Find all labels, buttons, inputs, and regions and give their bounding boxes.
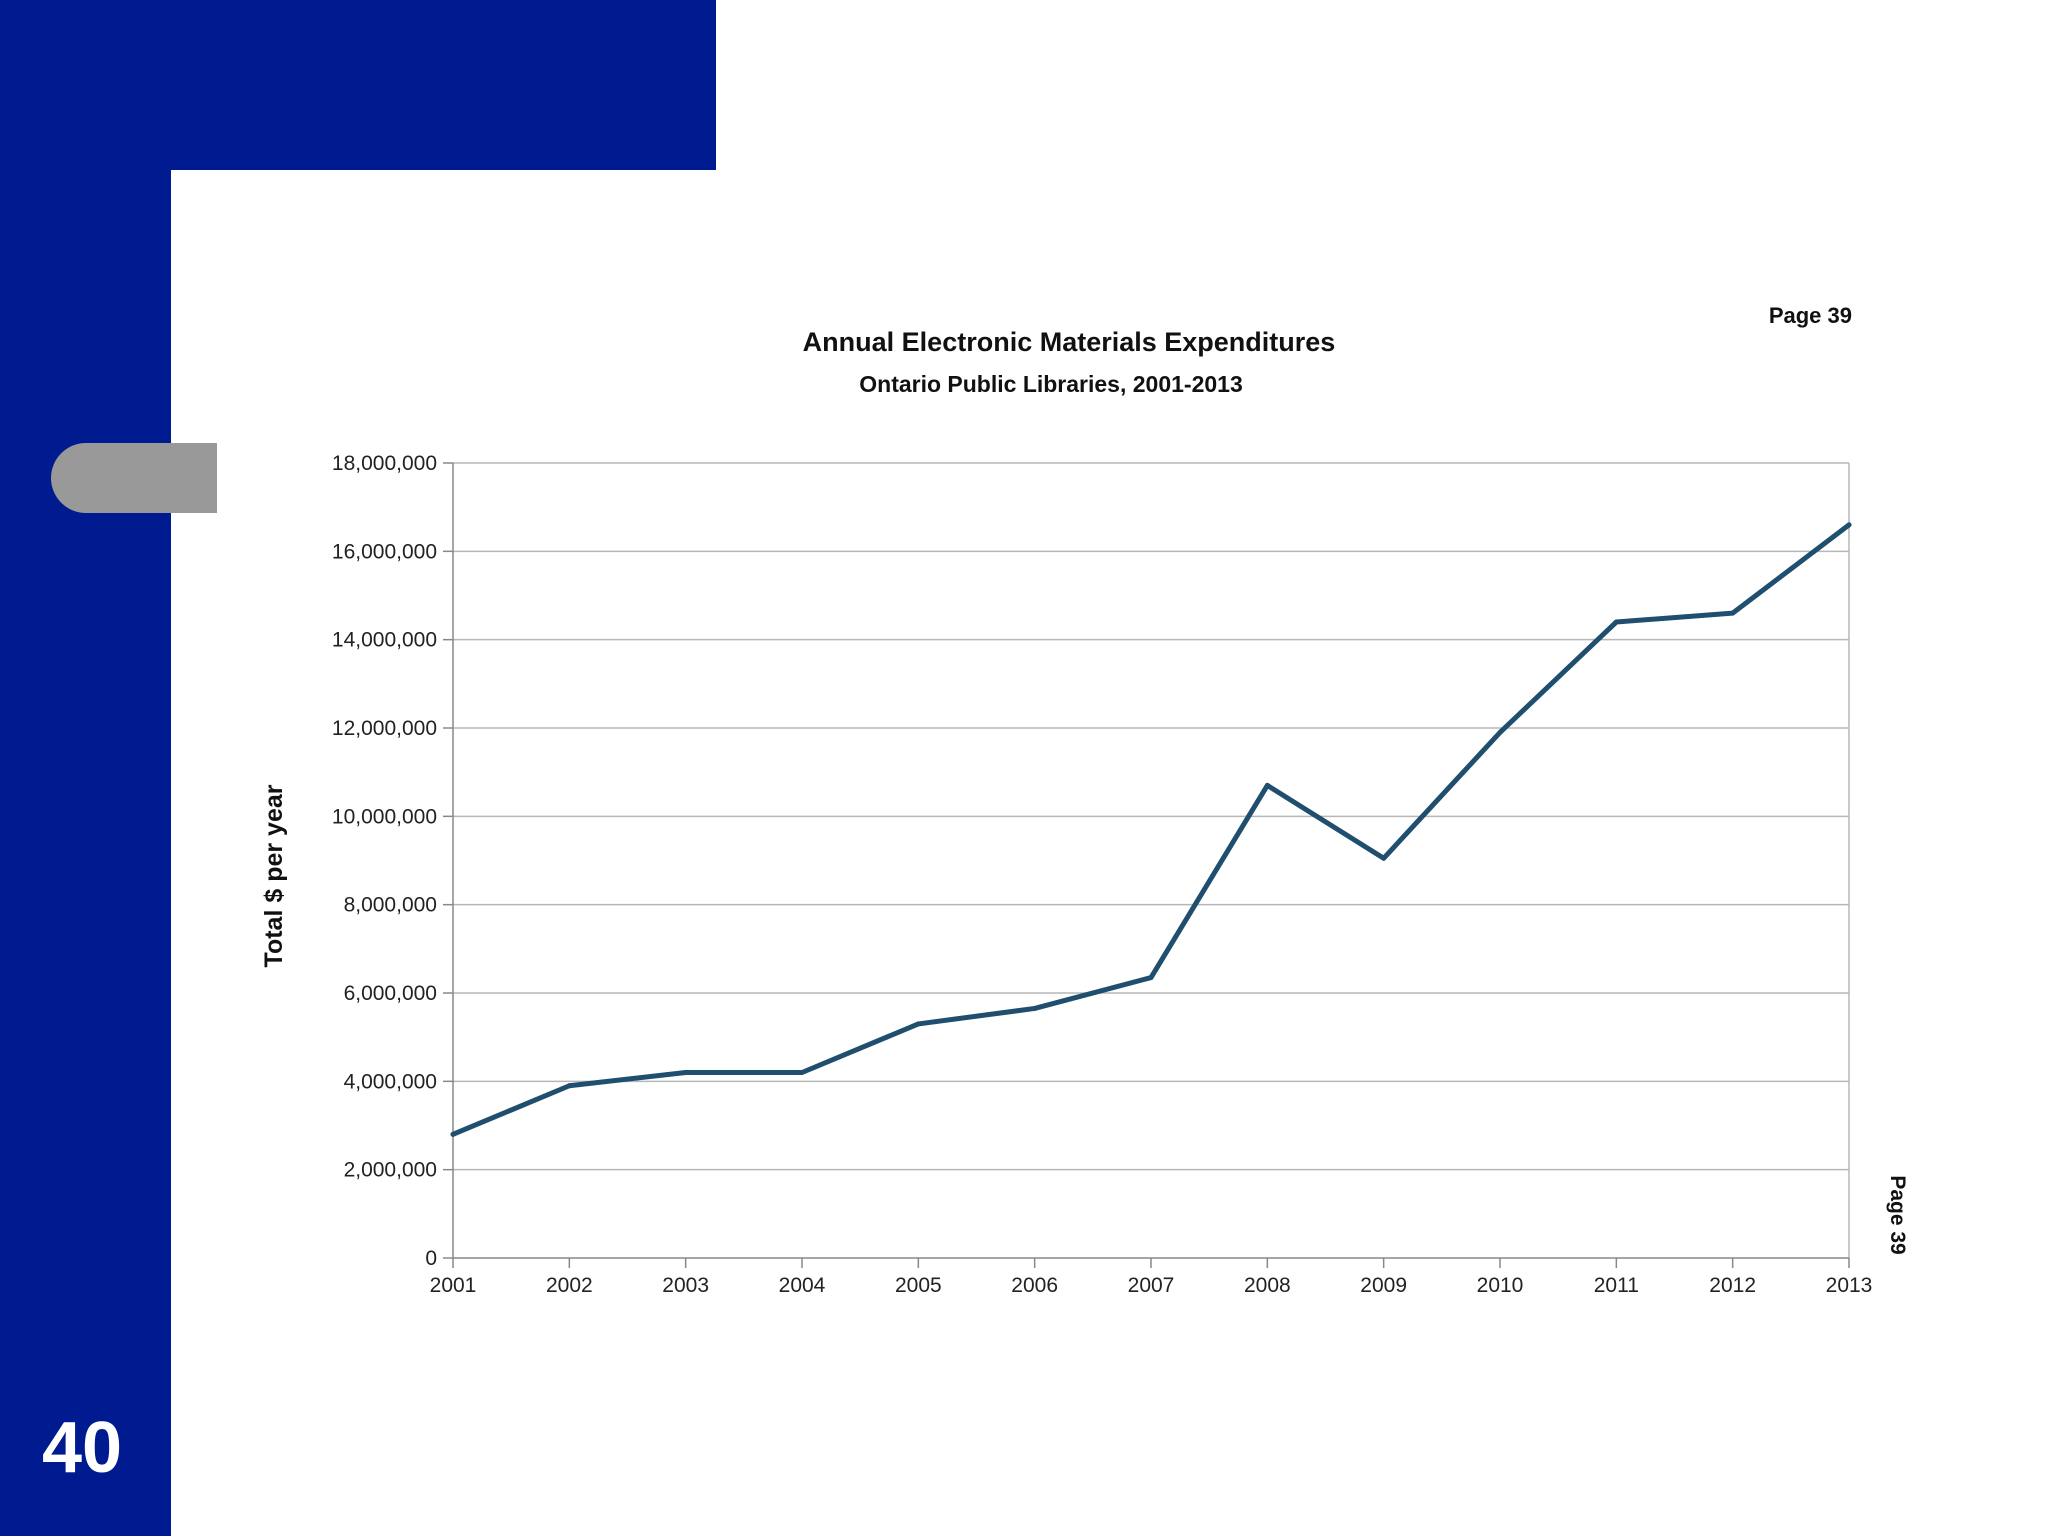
data-point (799, 1070, 805, 1075)
x-tick-label: 2003 (662, 1274, 709, 1297)
series-line (450, 522, 1852, 1137)
data-point (1497, 729, 1503, 735)
data-point (683, 1070, 689, 1075)
y-tick-label: 0 (425, 1247, 437, 1270)
chart-title: Annual Electronic Materials Expenditures (803, 327, 1336, 357)
content-panel (171, 170, 2048, 1536)
sidebar-band (0, 0, 171, 1536)
x-tick-label: 2004 (779, 1274, 826, 1297)
y-tick-label: 16,000,000 (332, 540, 437, 563)
y-tick-label: 2,000,000 (344, 1159, 437, 1182)
page-label-top: Page 39 (1769, 303, 1852, 328)
y-tick-label: 6,000,000 (344, 982, 437, 1005)
x-tick-label: 2002 (546, 1274, 593, 1297)
x-tick-label: 2006 (1011, 1274, 1058, 1297)
y-tick-label: 10,000,000 (332, 805, 437, 828)
grid-lines (453, 462, 1850, 1258)
x-tick-label: 2007 (1128, 1274, 1175, 1297)
top-band (0, 0, 716, 170)
y-tick-label: 8,000,000 (344, 894, 437, 917)
x-tick-label: 2009 (1360, 1274, 1407, 1297)
data-point (450, 1131, 456, 1137)
series-layer (450, 522, 1852, 1137)
data-point (1032, 1005, 1038, 1011)
x-tick-label: 2005 (895, 1274, 942, 1297)
y-tick-labels: 0 2,000,000 4,000,000 6,000,000 8,000,000 10,… (332, 452, 437, 1270)
y-tick-label: 18,000,000 (332, 452, 437, 475)
x-tick-label: 2012 (1709, 1274, 1756, 1297)
data-point (1730, 610, 1736, 616)
x-tick-label: 2008 (1244, 1274, 1291, 1297)
data-point (915, 1021, 921, 1027)
y-tick-label: 12,000,000 (332, 717, 437, 740)
axes (443, 462, 1850, 1268)
grey-tab-decoration (51, 443, 217, 513)
chart-subtitle: Ontario Public Libraries, 2001-2013 (859, 371, 1243, 397)
x-tick-labels: 2001 2002 2003 2004 2005 2006 2007 2008 2009 2010… (430, 1274, 1873, 1297)
x-tick-label: 2013 (1826, 1274, 1873, 1297)
x-tick-label: 2010 (1477, 1274, 1524, 1297)
slide-number: 40 (42, 1408, 123, 1488)
data-point (1264, 782, 1270, 788)
data-point (566, 1083, 572, 1089)
y-tick-label: 14,000,000 (332, 629, 437, 652)
y-tick-label: 4,000,000 (344, 1070, 437, 1093)
x-tick-label: 2011 (1594, 1274, 1639, 1297)
x-tick-label: 2001 (430, 1274, 477, 1297)
data-point (1381, 855, 1387, 861)
data-point (1148, 975, 1154, 981)
page-label-side: Page 39 (1886, 1175, 1909, 1254)
y-axis-label: Total $ per year (260, 784, 288, 967)
data-point (1613, 619, 1619, 625)
data-point (1846, 522, 1852, 528)
